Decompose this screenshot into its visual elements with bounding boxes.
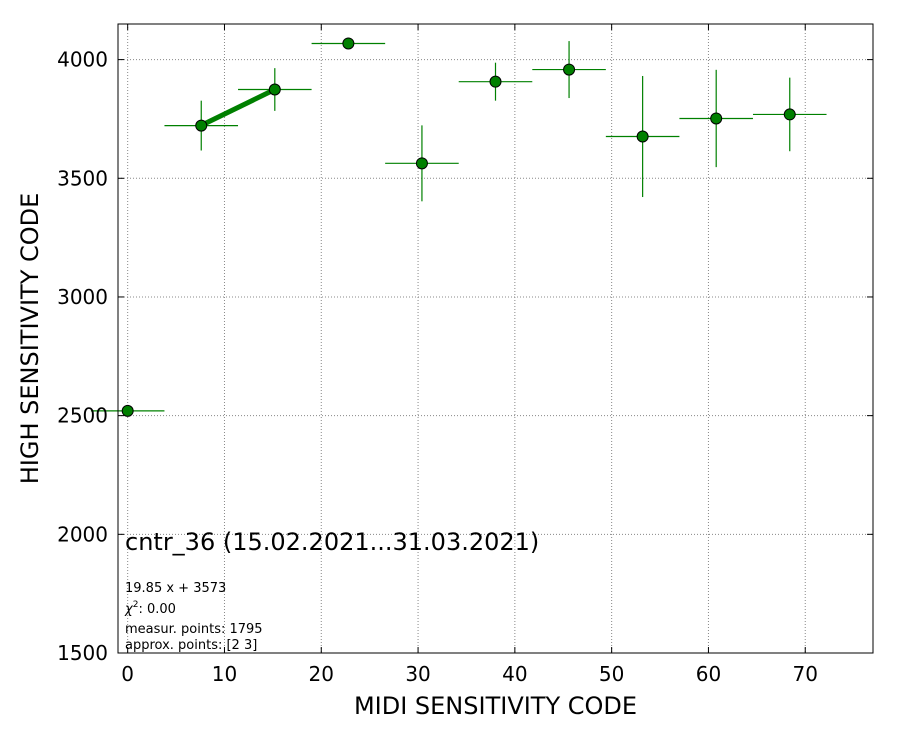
fit-line <box>200 87 276 128</box>
data-point <box>121 404 134 417</box>
y-tick-label: 3500 <box>57 166 108 190</box>
annotation-fit: 19.85 x + 3573 <box>125 581 226 596</box>
annotation-measur: measur. points: 1795 <box>125 622 263 637</box>
data-point <box>195 119 208 132</box>
data-points <box>121 37 796 417</box>
chi-value: : 0.00 <box>138 602 175 617</box>
x-tick-label: 60 <box>696 662 721 686</box>
annotation-title: cntr_36 (15.02.2021...31.03.2021) <box>125 528 539 556</box>
x-tick-label: 0 <box>121 662 134 686</box>
y-tick-label: 4000 <box>57 48 108 72</box>
y-tick-label: 1500 <box>57 641 108 665</box>
data-point <box>415 157 428 170</box>
y-tick-label: 2000 <box>57 522 108 546</box>
chi-superscript: 2 <box>133 600 139 610</box>
data-point <box>489 75 502 88</box>
data-point <box>710 112 723 125</box>
ticks <box>118 24 873 654</box>
data-point <box>268 83 281 96</box>
grid <box>118 24 873 654</box>
plot-frame <box>117 23 874 654</box>
x-axis-label: MIDI SENSITIVITY CODE <box>354 692 637 720</box>
annotation-approx: approx. points: [2 3] <box>125 638 257 653</box>
x-tick-label: 20 <box>309 662 334 686</box>
x-tick-label: 40 <box>502 662 527 686</box>
y-tick-label: 2500 <box>57 404 108 428</box>
x-tick-label: 30 <box>405 662 430 686</box>
data-point <box>342 37 355 50</box>
data-point <box>636 130 649 143</box>
x-tick-label: 50 <box>599 662 624 686</box>
x-tick-label: 10 <box>212 662 237 686</box>
fit-line-group <box>200 87 276 128</box>
error-bars <box>90 41 827 412</box>
annotation-chi: χ2: 0.00 <box>124 600 176 617</box>
x-tick-label: 70 <box>793 662 818 686</box>
y-tick-label: 3000 <box>57 285 108 309</box>
chi-symbol: χ <box>124 602 134 617</box>
y-axis-label: HIGH SENSITIVITY CODE <box>16 193 44 485</box>
tick-labels: 0 10 20 30 40 50 60 70 1500 2000 2500 3000 3500 4000 <box>57 48 818 686</box>
data-point <box>783 108 796 121</box>
data-point <box>563 63 576 76</box>
